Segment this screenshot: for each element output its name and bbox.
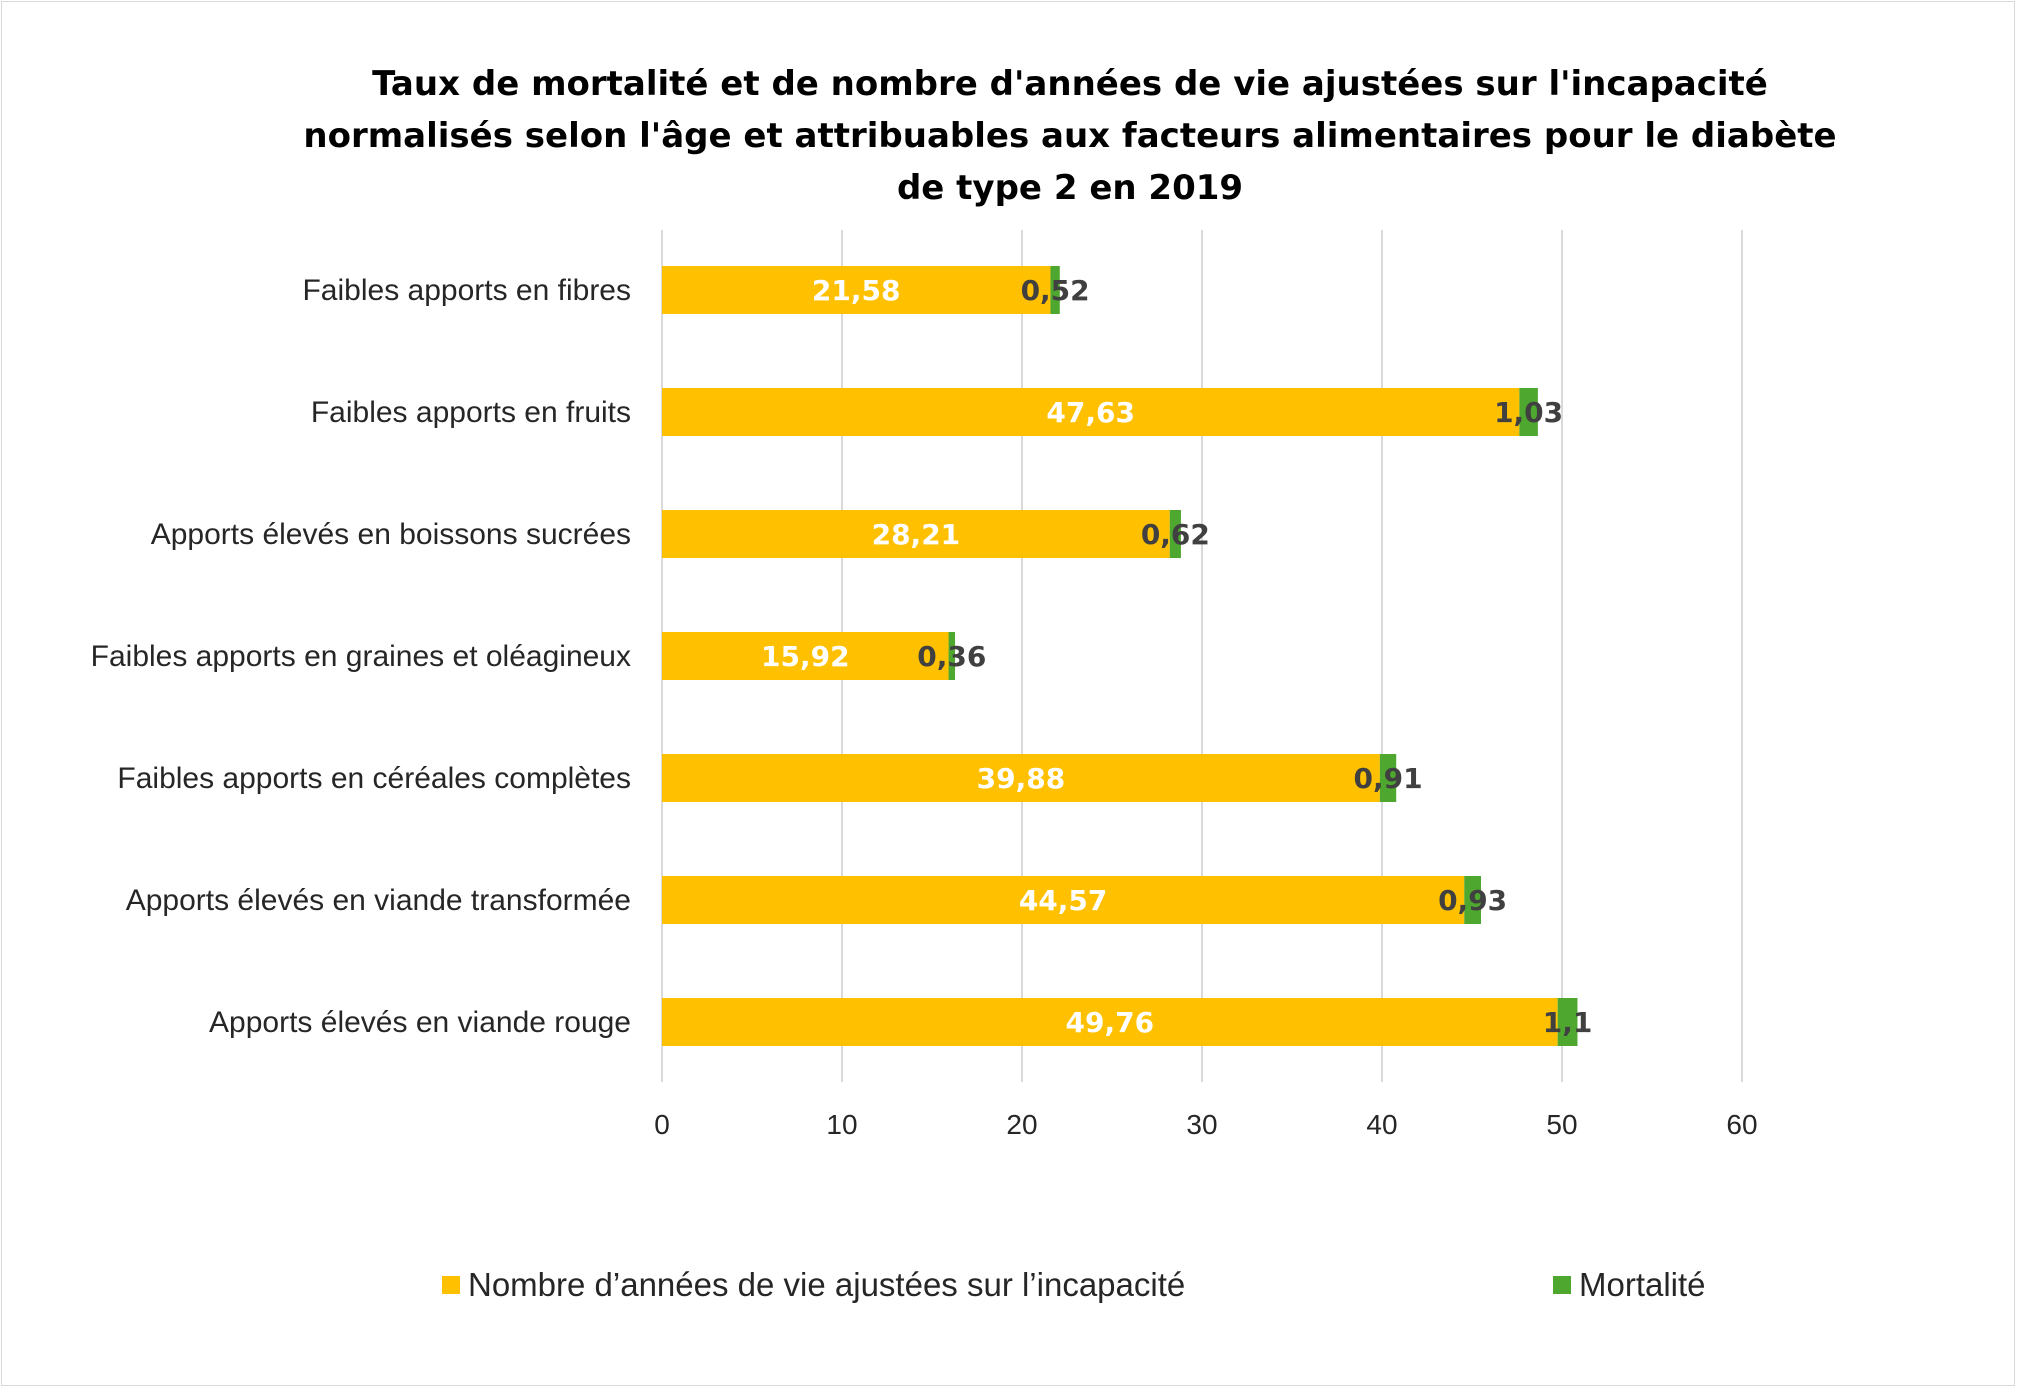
bar-mortality (1169, 510, 1181, 558)
category-label: Apports élevés en boissons sucrées (151, 518, 631, 551)
x-tick-label: 10 (826, 1109, 857, 1140)
bar-dalys (662, 266, 1051, 314)
bar-mortality (1464, 876, 1481, 924)
bar-dalys (662, 754, 1380, 802)
category-label: Faibles apports en fruits (311, 396, 631, 429)
data-label-mortality: 0,52 (1021, 274, 1090, 307)
x-tick-label: 20 (1006, 1109, 1037, 1140)
bar-dalys (662, 388, 1520, 436)
data-label-mortality: 0,62 (1141, 518, 1210, 551)
data-label-dalys: 44,57 (1019, 884, 1108, 917)
legend-item-mortality: Mortalité (1553, 1266, 1706, 1304)
data-label-dalys: 21,58 (812, 274, 901, 307)
bar-mortality (948, 632, 956, 680)
category-label: Apports élevés en viande transformée (126, 884, 631, 917)
legend-swatch-dalys (442, 1276, 460, 1294)
data-label-mortality: 0,93 (1438, 884, 1507, 917)
category-label: Faibles apports en graines et oléagineux (91, 640, 631, 673)
legend: Nombre d’années de vie ajustées sur l’in… (0, 1266, 2018, 1306)
x-tick-label: 30 (1186, 1109, 1217, 1140)
bar-mortality (1050, 266, 1060, 314)
category-label: Apports élevés en viande rouge (209, 1006, 631, 1039)
data-label-dalys: 47,63 (1046, 396, 1135, 429)
bar-dalys (662, 510, 1170, 558)
bar-dalys (662, 632, 949, 680)
data-label-dalys: 15,92 (761, 640, 850, 673)
bar-dalys (662, 998, 1558, 1046)
data-label-mortality: 1,03 (1494, 396, 1563, 429)
legend-item-dalys: Nombre d’années de vie ajustées sur l’in… (442, 1266, 1185, 1304)
bar-mortality (1557, 998, 1578, 1046)
bar-mortality (1379, 754, 1397, 802)
legend-label-mortality: Mortalité (1579, 1266, 1706, 1303)
data-label-mortality: 0,36 (917, 640, 986, 673)
x-tick-label: 60 (1726, 1109, 1757, 1140)
chart-title: Taux de mortalité et de nombre d'années … (303, 64, 1837, 208)
bar-mortality (1519, 388, 1538, 436)
x-tick-label: 40 (1366, 1109, 1397, 1140)
category-label: Faibles apports en céréales complètes (117, 762, 631, 795)
data-label-dalys: 49,76 (1066, 1006, 1155, 1039)
data-label-dalys: 28,21 (872, 518, 961, 551)
x-tick-label: 50 (1546, 1109, 1577, 1140)
data-label-mortality: 0,91 (1353, 762, 1422, 795)
data-label-dalys: 39,88 (977, 762, 1066, 795)
category-label: Faibles apports en fibres (302, 274, 631, 307)
legend-label-dalys: Nombre d’années de vie ajustées sur l’in… (468, 1266, 1186, 1303)
bar-dalys (662, 876, 1465, 924)
legend-swatch-mortality (1553, 1276, 1571, 1294)
x-tick-label: 0 (654, 1109, 670, 1140)
data-label-mortality: 1,1 (1543, 1006, 1593, 1039)
